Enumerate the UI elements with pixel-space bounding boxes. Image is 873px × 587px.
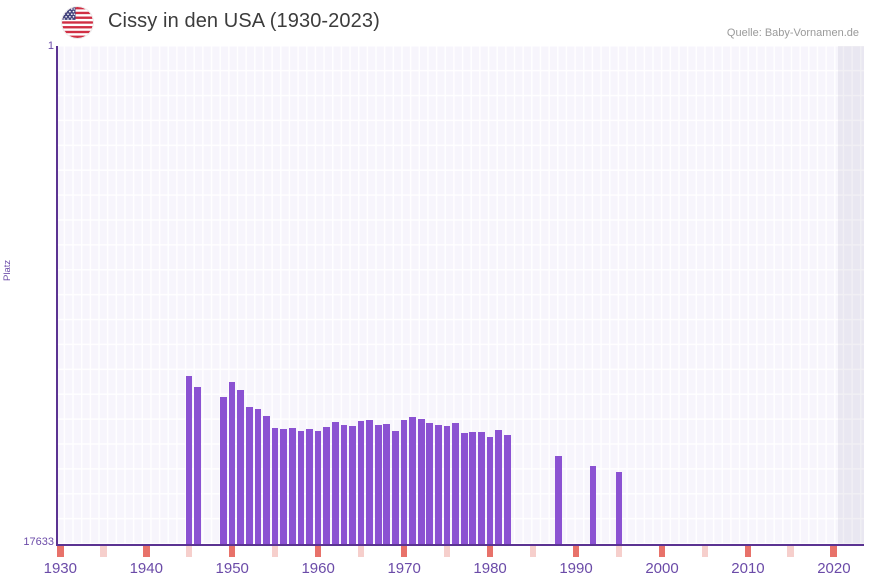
- bar-1956: [280, 429, 288, 544]
- bar-1957: [288, 428, 296, 544]
- bar-1955: [271, 428, 279, 544]
- bar-1963: [340, 424, 348, 544]
- y-axis-bottom-tick-label: 17633: [23, 536, 54, 548]
- x-axis-tick-1940: [142, 546, 150, 557]
- bar-1970: [400, 419, 408, 544]
- future-range-band: [838, 46, 864, 544]
- x-axis-tick-1995: [615, 546, 623, 557]
- x-axis-ticks: [56, 546, 864, 558]
- x-axis-tick-1955: [271, 546, 279, 557]
- x-axis-tick-1950: [228, 546, 236, 557]
- x-axis-tick-2010: [744, 546, 752, 557]
- chart-header: Cissy in den USA (1930-2023) Quelle: Bab…: [0, 0, 873, 44]
- bar-1949: [220, 397, 227, 544]
- x-axis-tick-2000: [658, 546, 666, 557]
- x-axis-label-1980: 1980: [473, 560, 507, 577]
- y-axis-top-tick-label: 1: [47, 40, 54, 52]
- x-axis-tick-labels: 1930 1940 1950 1960 1970 1980 1990 2000 2010 2020: [44, 560, 864, 584]
- bar-1981: [495, 430, 502, 544]
- x-axis-tick-1930: [56, 546, 64, 557]
- bar-1959: [306, 429, 313, 544]
- x-axis-tick-1975: [443, 546, 451, 557]
- bar-1980: [486, 437, 494, 544]
- x-axis-tick-2020: [830, 546, 838, 557]
- x-axis-tick-1985: [529, 546, 537, 557]
- page-title: Cissy in den USA (1930-2023): [108, 10, 380, 32]
- bar-1958: [297, 431, 305, 544]
- bar-1950: [228, 382, 236, 544]
- x-axis-label-1970: 1970: [387, 560, 421, 577]
- x-axis-tick-1960: [314, 546, 322, 557]
- usa-flag-icon: [62, 7, 93, 38]
- x-axis-tick-2015: [787, 546, 795, 557]
- bar-1945: [185, 376, 193, 544]
- bar-1976: [452, 423, 459, 544]
- bar-1973: [426, 423, 434, 544]
- bar-1969: [392, 431, 399, 544]
- x-axis-label-1950: 1950: [215, 560, 249, 577]
- x-axis-tick-1990: [572, 546, 580, 557]
- x-axis-tick-1965: [357, 546, 365, 557]
- x-axis-label-1930: 1930: [43, 560, 77, 577]
- bar-1982: [503, 434, 511, 544]
- bar-1972: [417, 418, 425, 544]
- plot-area: [56, 46, 864, 544]
- y-axis-title: Platz: [2, 259, 13, 281]
- x-axis-label-1940: 1940: [129, 560, 163, 577]
- x-axis-tick-1935: [99, 546, 107, 557]
- x-axis-line: [56, 544, 864, 546]
- source-attribution: Quelle: Baby-Vornamen.de: [726, 27, 859, 39]
- x-axis-tick-1945: [185, 546, 193, 557]
- bar-1964: [349, 426, 356, 544]
- bar-1966: [366, 420, 373, 544]
- bar-1988: [555, 455, 563, 544]
- bar-1995: [615, 472, 623, 544]
- y-axis-line: [56, 46, 58, 545]
- bar-1977: [460, 433, 468, 544]
- x-axis-label-2000: 2000: [645, 560, 679, 577]
- bar-1968: [383, 424, 391, 544]
- bar-1978: [469, 431, 477, 544]
- x-axis-label-1990: 1990: [559, 560, 593, 577]
- x-axis-tick-2005: [701, 546, 709, 557]
- bar-series: [56, 46, 864, 544]
- bar-1946: [194, 387, 202, 544]
- x-axis-label-2010: 2010: [731, 560, 765, 577]
- bar-1954: [263, 415, 270, 544]
- bar-1975: [443, 426, 451, 544]
- bar-1992: [589, 466, 597, 544]
- bar-1960: [314, 431, 322, 544]
- bar-1965: [357, 420, 365, 544]
- bar-1967: [374, 424, 382, 544]
- bar-1951: [237, 389, 245, 544]
- bar-1971: [409, 417, 416, 544]
- x-axis-label-2020: 2020: [817, 560, 851, 577]
- x-axis-tick-1980: [486, 546, 494, 557]
- bar-1952: [245, 407, 253, 544]
- bar-1953: [254, 408, 262, 544]
- bar-1974: [435, 425, 442, 544]
- x-axis-tick-1970: [400, 546, 408, 557]
- x-axis-label-1960: 1960: [301, 560, 335, 577]
- bar-1962: [331, 422, 339, 544]
- bar-1961: [323, 427, 331, 544]
- bar-1979: [478, 432, 485, 544]
